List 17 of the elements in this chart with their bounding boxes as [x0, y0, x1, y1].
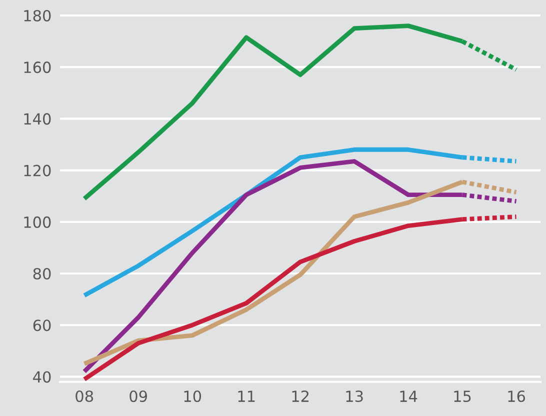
x-tick-label: 09 — [130, 390, 147, 402]
x-tick-label: 13 — [346, 390, 363, 402]
y-tick-label: 180 — [24, 10, 51, 22]
x-tick-label: 14 — [400, 390, 418, 402]
x-tick-label: 16 — [508, 390, 526, 402]
y-tick-label: 60 — [33, 320, 51, 332]
x-tick-label: 15 — [454, 390, 471, 402]
y-tick-label: 100 — [24, 216, 51, 228]
y-tick-label: 120 — [24, 164, 51, 176]
x-tick-label: 10 — [184, 390, 202, 402]
y-tick-label: 160 — [24, 62, 51, 74]
x-tick-label: 08 — [76, 390, 94, 402]
y-tick-label: 140 — [24, 113, 51, 125]
x-tick-label: 11 — [238, 390, 255, 402]
y-tick-label: 40 — [33, 371, 51, 383]
y-tick-label: 80 — [33, 268, 51, 280]
x-tick-label: 12 — [292, 390, 308, 402]
